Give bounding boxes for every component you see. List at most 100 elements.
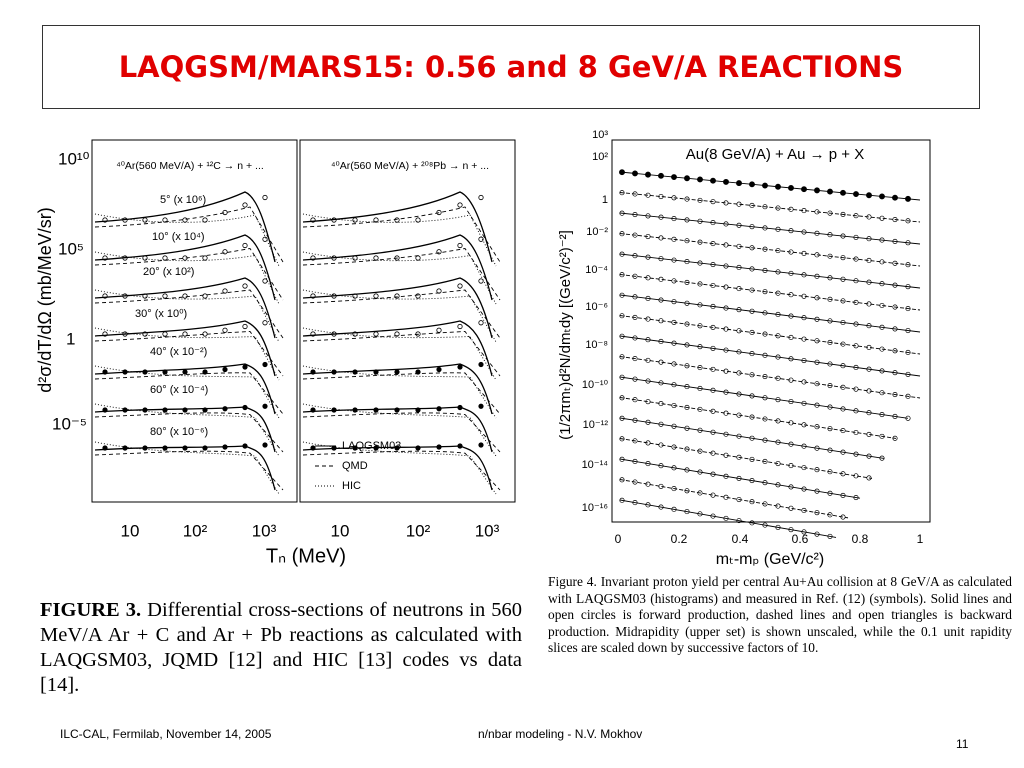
symbol: [749, 287, 755, 293]
x-tick-label: 10: [121, 521, 140, 540]
symbol: [619, 313, 625, 319]
symbol: [619, 169, 625, 176]
symbol: [619, 190, 625, 196]
symbol: [242, 364, 248, 370]
symbol: [775, 418, 781, 424]
symbol: [866, 431, 872, 437]
symbol: [788, 270, 794, 276]
symbol: [373, 445, 379, 451]
symbol: [697, 448, 703, 454]
symbol: [182, 217, 188, 223]
symbol: [373, 293, 379, 299]
symbol: [310, 255, 316, 261]
symbol: [619, 292, 625, 298]
x-tick-label: 10: [331, 521, 350, 540]
symbol: [710, 261, 716, 268]
symbol: [866, 453, 872, 459]
symbol: [619, 354, 625, 360]
angle-label: 10° (x 10⁴): [152, 231, 205, 243]
curve: [619, 315, 921, 355]
symbol: [866, 323, 872, 329]
symbol: [788, 463, 794, 469]
symbol: [788, 441, 794, 447]
symbol: [905, 327, 911, 334]
slide-title: LAQGSM/MARS15: 0.56 and 8 GeV/A REACTION…: [118, 50, 904, 84]
symbol: [892, 216, 898, 223]
symbol: [619, 251, 625, 257]
symbol: [879, 215, 885, 221]
symbol: [762, 182, 768, 189]
symbol: [394, 255, 400, 261]
symbol: [827, 253, 833, 259]
symbol: [814, 531, 820, 537]
y-tick-label: 10⁻¹⁶: [582, 502, 608, 514]
curve: [94, 234, 276, 301]
symbol: [202, 331, 208, 337]
symbol: [619, 272, 625, 278]
symbol: [892, 304, 898, 310]
symbol: [762, 310, 768, 316]
symbol: [671, 216, 677, 222]
curve: [619, 192, 921, 223]
y-tick-label: 10⁻⁴: [585, 264, 608, 276]
symbol: [840, 471, 846, 477]
symbol: [632, 479, 638, 485]
symbol: [866, 257, 872, 264]
symbol: [866, 192, 872, 199]
symbol: [736, 180, 742, 187]
symbol: [697, 323, 703, 329]
symbol: [762, 331, 768, 337]
symbol: [619, 497, 625, 503]
symbol: [684, 342, 690, 348]
symbol: [658, 401, 664, 407]
symbol: [645, 357, 651, 363]
curve: [619, 274, 921, 311]
footer-left: ILC-CAL, Fermilab, November 14, 2005: [60, 727, 272, 741]
symbol: [222, 209, 228, 216]
symbol: [710, 471, 716, 477]
symbol: [801, 208, 807, 214]
symbol: [697, 344, 703, 350]
symbol: [310, 293, 316, 299]
symbol: [736, 454, 742, 460]
symbol: [262, 403, 268, 409]
symbol: [684, 175, 690, 182]
symbol: [762, 289, 768, 295]
symbol: [853, 256, 859, 262]
symbol: [840, 406, 846, 412]
symbol: [684, 404, 690, 410]
symbol: [853, 451, 859, 457]
symbol: [866, 214, 872, 220]
symbol: [840, 319, 846, 326]
symbol: [415, 369, 421, 375]
symbol: [142, 369, 148, 375]
symbol: [262, 361, 268, 368]
symbol: [905, 415, 911, 421]
symbol: [840, 298, 846, 304]
symbol: [645, 337, 651, 343]
symbol: [697, 406, 703, 412]
panel-frame: [91, 139, 298, 503]
symbol: [658, 297, 664, 303]
symbol: [331, 293, 337, 299]
symbol: [162, 407, 168, 413]
symbol: [775, 524, 781, 530]
symbol: [478, 361, 484, 368]
symbol: [710, 199, 716, 205]
curve: [94, 327, 280, 381]
symbol: [905, 240, 911, 246]
symbol: [222, 249, 228, 255]
symbol: [892, 194, 898, 201]
x-axis-label: Tₙ (MeV): [266, 545, 346, 567]
y-tick-label: 1: [602, 194, 608, 206]
symbol: [645, 481, 651, 487]
y-tick-label: 10⁻¹²: [583, 419, 609, 431]
curve: [619, 233, 921, 267]
symbol: [775, 375, 781, 381]
symbol: [632, 397, 638, 403]
symbol: [788, 292, 794, 298]
symbol: [749, 266, 755, 272]
symbol: [879, 193, 885, 200]
page-number: 11: [956, 737, 969, 751]
curve: [619, 356, 921, 399]
